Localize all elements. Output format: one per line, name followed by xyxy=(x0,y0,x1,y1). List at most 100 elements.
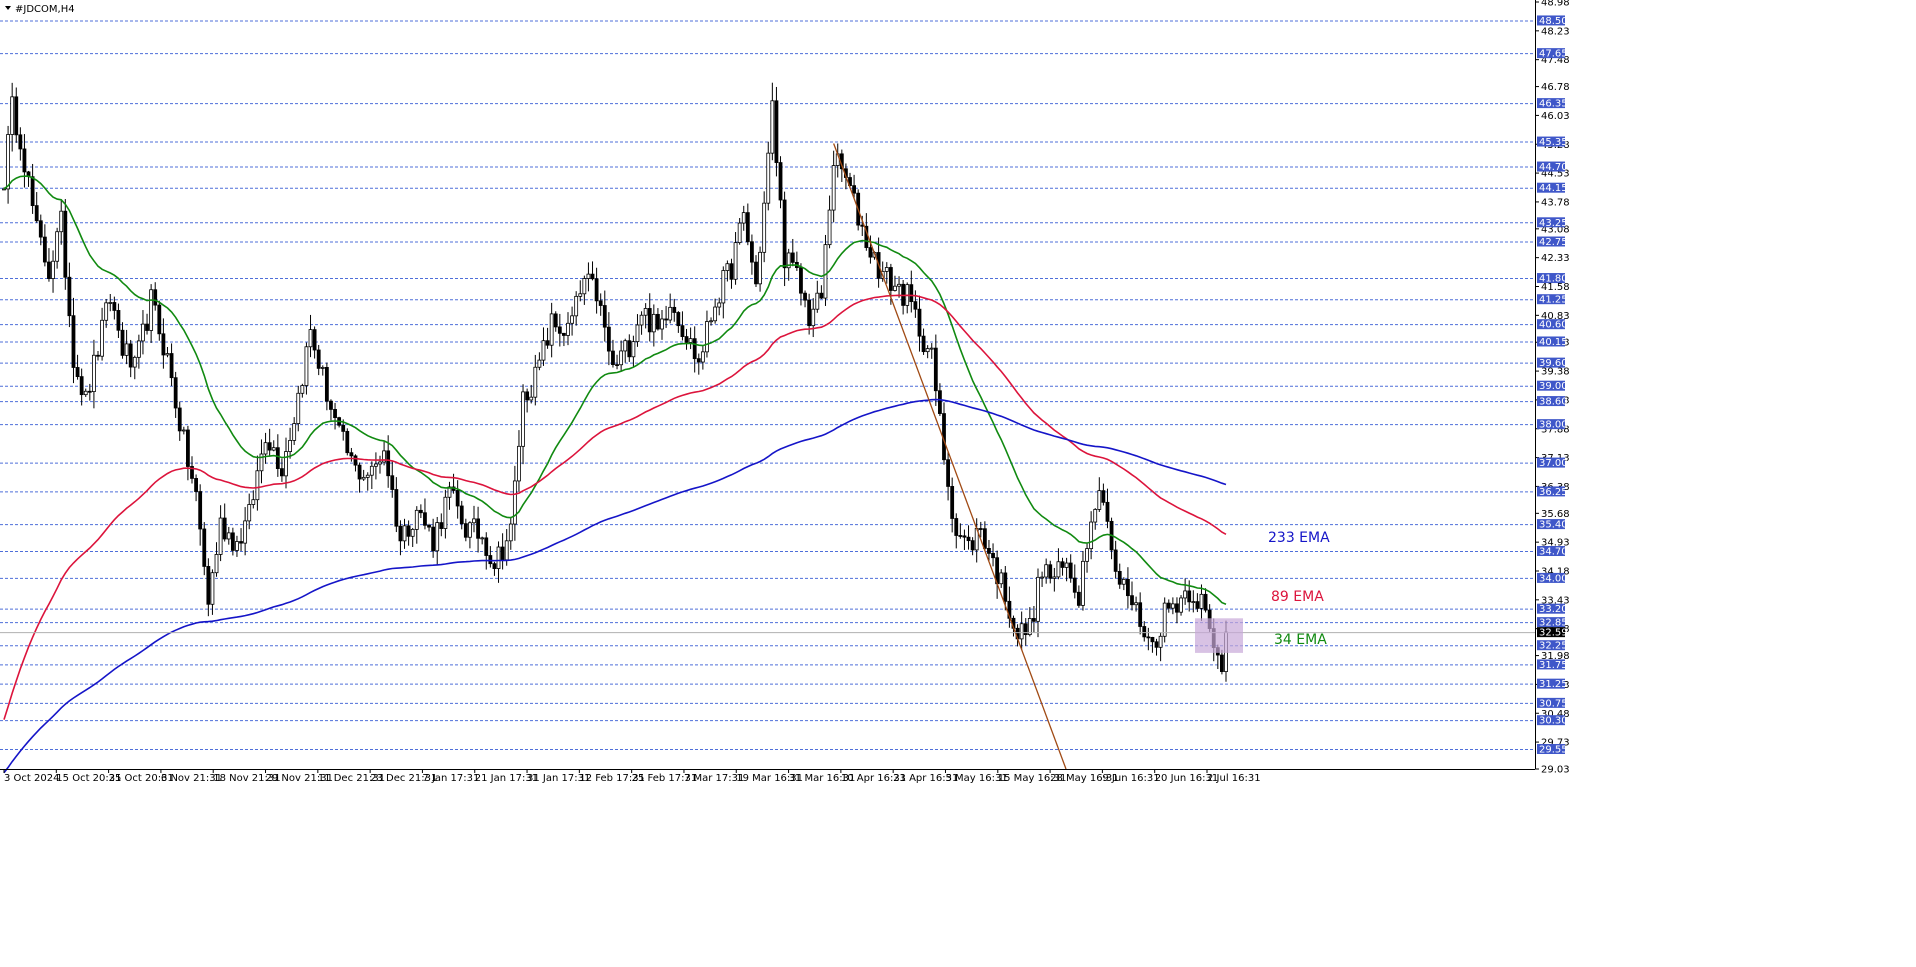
candle-body xyxy=(778,162,783,201)
candle-body xyxy=(962,535,967,538)
candle-body xyxy=(153,289,158,306)
candle-body xyxy=(181,429,186,432)
annotations xyxy=(0,143,1535,770)
candle-body xyxy=(946,459,950,487)
time-tick-label: 5 May 16:31 xyxy=(945,773,1007,784)
level-label: 32.25 xyxy=(1539,641,1568,652)
candle-body xyxy=(96,354,100,357)
candle-body xyxy=(500,546,505,561)
candle-body xyxy=(116,310,121,331)
candle-body xyxy=(807,299,812,327)
candle-body xyxy=(1052,576,1057,579)
candle-body xyxy=(553,313,558,328)
candle-body xyxy=(329,400,333,410)
candle-body xyxy=(954,518,959,536)
candle-body xyxy=(754,261,758,285)
candle-body xyxy=(161,333,166,356)
candle-body xyxy=(259,453,264,472)
candle-body xyxy=(92,354,96,392)
price-tick-label: 35.68 xyxy=(1541,509,1570,520)
level-label: 34.70 xyxy=(1539,547,1568,558)
candle-body xyxy=(108,302,113,304)
level-label-bg xyxy=(1537,396,1565,407)
candle-body xyxy=(741,212,746,224)
candle-body xyxy=(136,340,141,358)
candle-body xyxy=(512,480,517,525)
triangle-down-icon[interactable] xyxy=(5,6,11,10)
highlight-box[interactable] xyxy=(1195,618,1243,653)
candle-body xyxy=(439,522,444,529)
candle-body xyxy=(590,273,595,280)
candle-body xyxy=(378,461,382,465)
level-label: 40.60 xyxy=(1539,320,1568,331)
level-label-bg xyxy=(1537,617,1565,628)
price-tick-label: 41.58 xyxy=(1541,282,1570,293)
ema-233-label: 233 EMA xyxy=(1268,530,1330,546)
price-tick-label: 43.78 xyxy=(1541,197,1570,208)
candle-body xyxy=(782,199,787,269)
candle-body xyxy=(353,455,358,466)
time-tick-label: 15 May 16:31 xyxy=(998,773,1067,784)
candle-body xyxy=(737,222,742,244)
candle-body xyxy=(42,236,47,263)
candle-body xyxy=(766,152,771,204)
candle-body xyxy=(177,407,182,432)
candle-body xyxy=(423,512,427,526)
candle-body xyxy=(1040,576,1044,579)
candle-body xyxy=(1158,635,1163,648)
candle-body xyxy=(664,318,668,321)
level-label: 31.25 xyxy=(1539,679,1568,690)
candle-body xyxy=(917,308,922,337)
price-tick-label: 34.93 xyxy=(1541,538,1570,549)
time-tick-label: 10 Apr 16:31 xyxy=(841,773,906,784)
candle-body xyxy=(83,390,88,396)
ema-34-label: 34 EMA xyxy=(1274,632,1327,648)
level-label-bg xyxy=(1537,697,1565,708)
candle-body xyxy=(316,349,321,369)
candle-body xyxy=(790,252,795,263)
candle-body xyxy=(811,308,816,327)
candle-body xyxy=(504,540,509,561)
candle-body xyxy=(10,96,15,135)
candle-body xyxy=(296,392,301,424)
price-tick-label: 44.53 xyxy=(1541,169,1570,180)
level-label-bg xyxy=(1537,678,1565,689)
candlesticks xyxy=(2,82,1228,682)
candle-body xyxy=(214,554,219,574)
candle-body xyxy=(999,572,1004,585)
level-label-bg xyxy=(1537,98,1565,109)
candle-body xyxy=(1203,593,1208,611)
level-label: 34.00 xyxy=(1539,573,1568,584)
candle-body xyxy=(251,499,256,505)
candle-body xyxy=(1134,602,1138,606)
candle-body xyxy=(958,535,963,537)
time-tick-label: 23 Dec 21:31 xyxy=(370,773,437,784)
trendline[interactable] xyxy=(833,143,1067,770)
time-tick-label: 11 Dec 21:31 xyxy=(318,773,385,784)
candle-body xyxy=(288,440,292,452)
ema-89-label: 89 EMA xyxy=(1271,589,1324,605)
level-label: 35.40 xyxy=(1539,520,1568,531)
candle-body xyxy=(557,326,562,334)
candle-body xyxy=(1056,561,1061,578)
level-label-bg xyxy=(1537,715,1565,726)
time-tick-label: 29 Nov 21:31 xyxy=(266,773,333,784)
candle-body xyxy=(190,466,194,479)
candle-body xyxy=(374,463,378,467)
candle-body xyxy=(884,267,889,272)
candle-body xyxy=(284,451,288,477)
candle-body xyxy=(1027,618,1032,636)
candle-body xyxy=(369,465,374,476)
candle-body xyxy=(611,350,615,366)
price-tick-label: 29.03 xyxy=(1541,765,1570,776)
level-label-bg xyxy=(1537,182,1565,193)
candle-body xyxy=(1105,501,1110,522)
time-tick-label: 31 Mar 16:31 xyxy=(789,773,856,784)
candle-body xyxy=(913,301,918,310)
candle-body xyxy=(848,177,852,187)
candle-body xyxy=(463,523,468,538)
candle-body xyxy=(1130,595,1134,606)
candle-body xyxy=(459,505,464,525)
